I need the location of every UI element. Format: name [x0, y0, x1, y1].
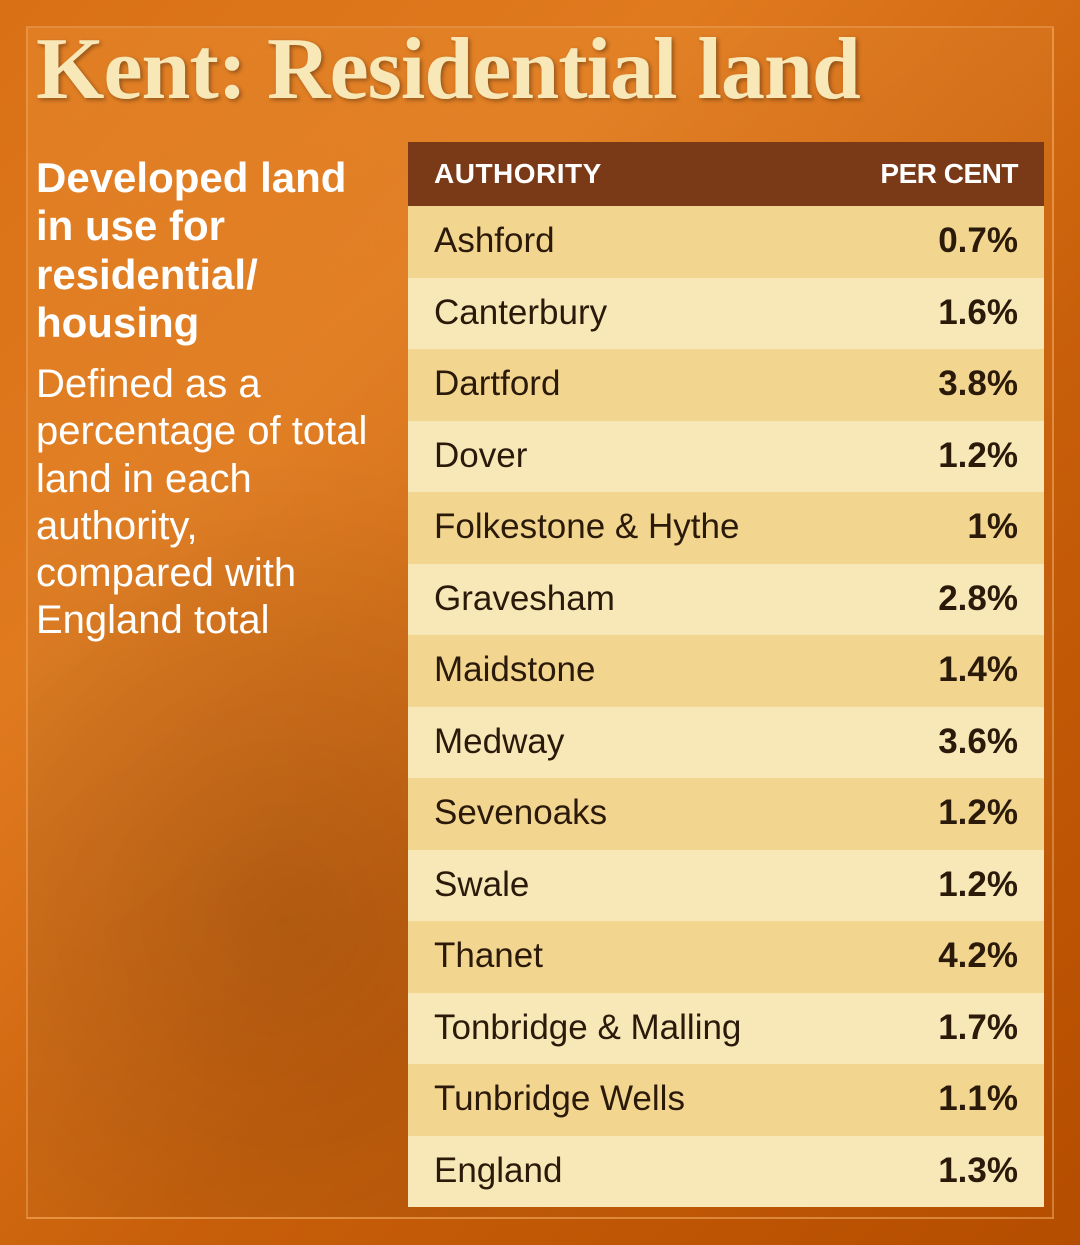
cell-authority: Canterbury: [434, 294, 938, 333]
cell-percent: 1.2%: [938, 794, 1018, 833]
content-row: Developed land in use for residential/ h…: [14, 120, 1066, 1207]
cell-percent: 1.2%: [938, 437, 1018, 476]
cell-authority: Tunbridge Wells: [434, 1080, 938, 1119]
table-row: Dartford3.8%: [408, 349, 1044, 421]
table-row: Dover1.2%: [408, 421, 1044, 493]
subtitle-light: Defined as a percentage of total land in…: [36, 361, 386, 644]
cell-authority: Tonbridge & Malling: [434, 1009, 938, 1048]
cell-authority: Maidstone: [434, 651, 938, 690]
side-description: Developed land in use for residential/ h…: [36, 142, 386, 1207]
cell-percent: 4.2%: [938, 937, 1018, 976]
cell-authority: Folkestone & Hythe: [434, 508, 967, 547]
table-row: Maidstone1.4%: [408, 635, 1044, 707]
cell-percent: 1.2%: [938, 866, 1018, 905]
cell-percent: 2.8%: [938, 580, 1018, 619]
cell-authority: Sevenoaks: [434, 794, 938, 833]
header-percent: PER CENT: [880, 158, 1018, 190]
table-row: Thanet4.2%: [408, 921, 1044, 993]
infographic-container: Kent: Residential land Developed land in…: [0, 0, 1080, 1245]
table-row: Medway3.6%: [408, 707, 1044, 779]
cell-percent: 3.6%: [938, 723, 1018, 762]
cell-percent: 1%: [967, 508, 1018, 547]
cell-percent: 3.8%: [938, 365, 1018, 404]
table-row: Tunbridge Wells1.1%: [408, 1064, 1044, 1136]
cell-authority: Swale: [434, 866, 938, 905]
cell-authority: Thanet: [434, 937, 938, 976]
cell-percent: 1.7%: [938, 1009, 1018, 1048]
cell-authority: England: [434, 1152, 938, 1191]
cell-authority: Dartford: [434, 365, 938, 404]
subtitle-strong: Developed land in use for residential/ h…: [36, 154, 386, 347]
table-body: Ashford0.7%Canterbury1.6%Dartford3.8%Dov…: [408, 206, 1044, 1207]
table-header: AUTHORITY PER CENT: [408, 142, 1044, 206]
cell-percent: 1.1%: [938, 1080, 1018, 1119]
cell-authority: Dover: [434, 437, 938, 476]
cell-percent: 1.3%: [938, 1152, 1018, 1191]
table-row: Swale1.2%: [408, 850, 1044, 922]
header-authority: AUTHORITY: [434, 158, 880, 190]
cell-authority: Gravesham: [434, 580, 938, 619]
table-row: Gravesham2.8%: [408, 564, 1044, 636]
table-row: Canterbury1.6%: [408, 278, 1044, 350]
table-row: Tonbridge & Malling1.7%: [408, 993, 1044, 1065]
cell-percent: 1.4%: [938, 651, 1018, 690]
table-row: Folkestone & Hythe1%: [408, 492, 1044, 564]
inner-frame: Kent: Residential land Developed land in…: [8, 8, 1072, 1237]
table-row: Ashford0.7%: [408, 206, 1044, 278]
data-table: AUTHORITY PER CENT Ashford0.7%Canterbury…: [408, 142, 1044, 1207]
cell-authority: Medway: [434, 723, 938, 762]
cell-percent: 0.7%: [938, 222, 1018, 261]
cell-percent: 1.6%: [938, 294, 1018, 333]
table-row: Sevenoaks1.2%: [408, 778, 1044, 850]
page-title: Kent: Residential land: [14, 14, 1066, 120]
table-row: England1.3%: [408, 1136, 1044, 1208]
cell-authority: Ashford: [434, 222, 938, 261]
